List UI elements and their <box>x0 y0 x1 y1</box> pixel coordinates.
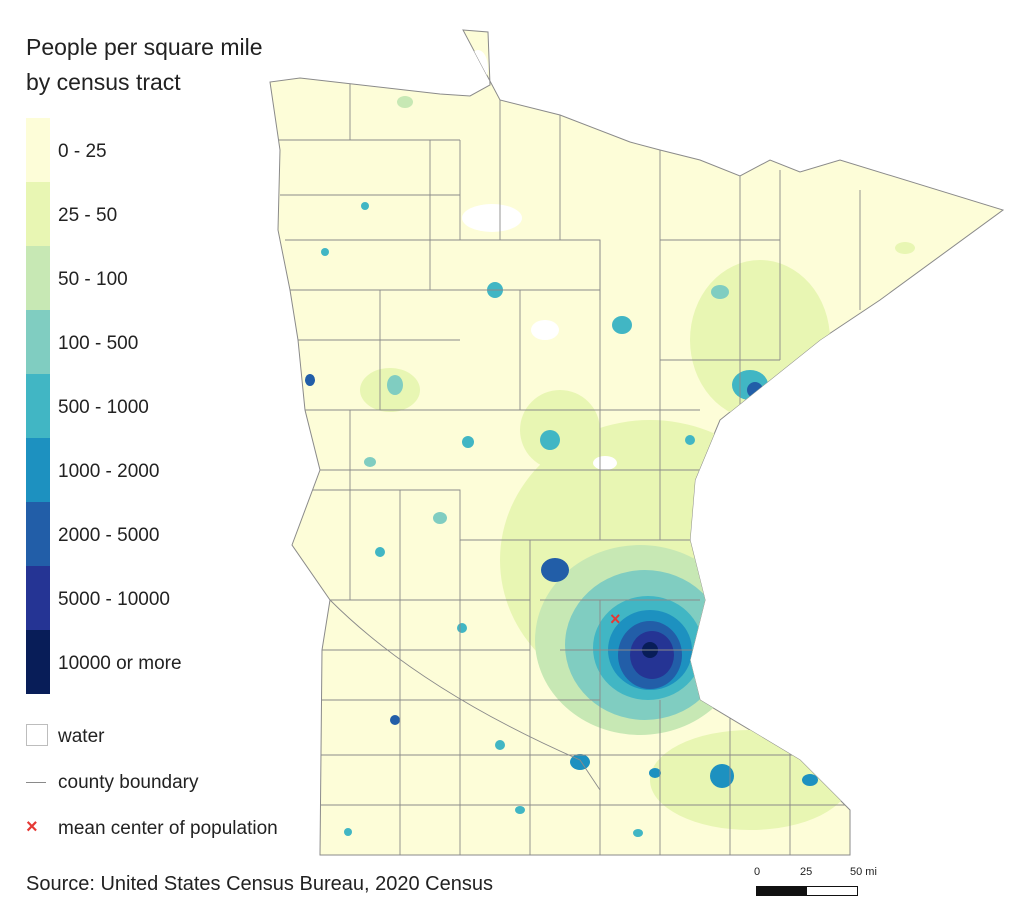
tract-area <box>541 558 569 582</box>
legend-swatch <box>26 246 50 310</box>
tract-area <box>375 547 385 557</box>
legend-class-label: 50 - 100 <box>58 269 128 290</box>
legend-class-label: 5000 - 10000 <box>58 589 170 610</box>
tract-area <box>305 374 315 386</box>
tract-area <box>649 768 661 778</box>
lake <box>462 204 522 232</box>
lake <box>531 320 559 340</box>
tract-area <box>710 764 734 788</box>
legend-class-label: 500 - 1000 <box>58 397 149 418</box>
tract-area <box>633 829 643 837</box>
legend-class-label: 100 - 500 <box>58 333 139 354</box>
legend-swatch <box>26 118 50 182</box>
legend-swatch <box>26 182 50 246</box>
scale-label: 25 <box>800 866 813 878</box>
tract-area <box>397 96 413 108</box>
minnesota-map: × <box>269 29 1005 856</box>
legend-class-label: 2000 - 5000 <box>58 525 160 546</box>
scale-label: 50 mi <box>850 866 877 878</box>
center-x-icon: × <box>26 816 38 838</box>
water-swatch <box>26 724 48 746</box>
color-ramp <box>26 118 50 694</box>
tract-area <box>650 730 850 830</box>
mean-center-marker: × <box>610 609 621 629</box>
legend-water-label: water <box>58 726 105 747</box>
tract-area <box>364 457 376 467</box>
legend-class-labels: 0 - 25 25 - 50 50 - 100 100 - 500 500 - … <box>58 118 182 694</box>
county-boundary <box>310 489 690 541</box>
scale-segment-light <box>806 886 858 896</box>
tract-area <box>570 754 590 770</box>
tract-area <box>495 740 505 750</box>
tract-area <box>895 242 915 254</box>
legend-swatch <box>26 438 50 502</box>
legend-class-label: 0 - 25 <box>58 141 107 162</box>
tract-area <box>747 382 763 398</box>
county-boundary <box>329 599 601 791</box>
source-note: Source: United States Census Bureau, 202… <box>26 873 493 895</box>
legend-swatch <box>26 502 50 566</box>
legend-title: People per square mile by census tract <box>26 30 263 100</box>
tract-area <box>390 715 400 725</box>
legend-center-label: mean center of population <box>58 818 278 839</box>
tract-area <box>711 285 729 299</box>
tract-area <box>612 316 632 334</box>
legend-class-label: 10000 or more <box>58 653 182 674</box>
tract-area <box>361 202 369 210</box>
scale-segment-dark <box>756 886 808 896</box>
legend-class-label: 25 - 50 <box>58 205 118 226</box>
tract-area <box>387 375 403 395</box>
legend-class-label: 1000 - 2000 <box>58 461 160 482</box>
scale-bar: 0 25 50 mi <box>752 866 882 906</box>
tract-area <box>520 390 600 470</box>
county-line-swatch <box>26 782 46 783</box>
legend-swatch <box>26 566 50 630</box>
tract-area <box>344 828 352 836</box>
tract-area <box>462 436 474 448</box>
county-boundaries <box>270 80 861 855</box>
tract-area <box>515 806 525 814</box>
tract-area <box>457 623 467 633</box>
legend-county-label: county boundary <box>58 772 199 793</box>
tract-area <box>540 430 560 450</box>
tract-area <box>690 260 830 420</box>
legend-swatch <box>26 310 50 374</box>
lake <box>468 50 488 86</box>
scale-label: 0 <box>754 866 761 878</box>
legend-title-line-1: People per square mile <box>26 34 263 60</box>
lake <box>593 456 617 470</box>
legend-swatch <box>26 374 50 438</box>
tract-area <box>433 512 447 524</box>
tract-area <box>802 774 818 786</box>
tract-area <box>685 435 695 445</box>
tract-area <box>321 248 329 256</box>
legend-swatch <box>26 630 50 694</box>
legend-title-line-2: by census tract <box>26 69 181 95</box>
